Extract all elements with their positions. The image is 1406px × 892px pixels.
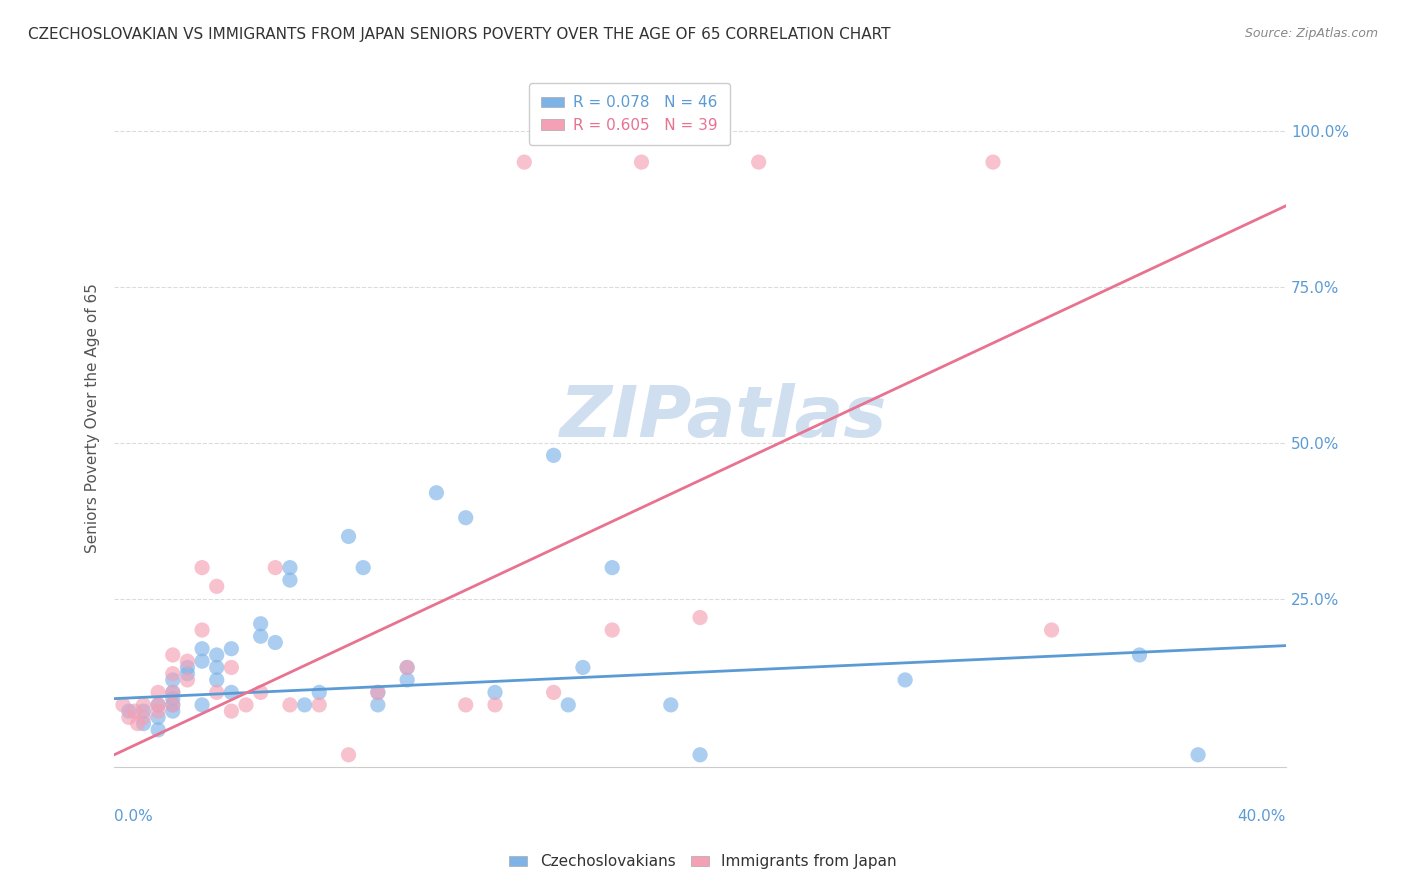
Point	[1128, 648, 1150, 662]
Point	[367, 698, 389, 712]
Point	[162, 698, 184, 712]
Point	[600, 623, 623, 637]
Point	[146, 704, 169, 718]
Point	[132, 710, 155, 724]
Point	[235, 698, 257, 712]
Text: CZECHOSLOVAKIAN VS IMMIGRANTS FROM JAPAN SENIORS POVERTY OVER THE AGE OF 65 CORR: CZECHOSLOVAKIAN VS IMMIGRANTS FROM JAPAN…	[28, 27, 890, 42]
Point	[572, 660, 595, 674]
Point	[630, 155, 652, 169]
Point	[454, 698, 477, 712]
Point	[191, 623, 214, 637]
Point	[221, 641, 243, 656]
Point	[221, 660, 243, 674]
Point	[748, 155, 770, 169]
Point	[249, 616, 271, 631]
Point	[659, 698, 682, 712]
Point	[205, 579, 228, 593]
Text: Source: ZipAtlas.com: Source: ZipAtlas.com	[1244, 27, 1378, 40]
Point	[162, 698, 184, 712]
Point	[249, 685, 271, 699]
Point	[162, 673, 184, 687]
Y-axis label: Seniors Poverty Over the Age of 65: Seniors Poverty Over the Age of 65	[86, 283, 100, 553]
Point	[205, 685, 228, 699]
Point	[484, 698, 506, 712]
Point	[278, 573, 301, 587]
Point	[337, 747, 360, 762]
Point	[205, 673, 228, 687]
Point	[278, 698, 301, 712]
Point	[205, 660, 228, 674]
Point	[557, 698, 579, 712]
Point	[176, 654, 198, 668]
Point	[396, 660, 419, 674]
Point	[132, 716, 155, 731]
Point	[484, 685, 506, 699]
Point	[111, 698, 134, 712]
Point	[146, 685, 169, 699]
Point	[337, 529, 360, 543]
Point	[191, 654, 214, 668]
Point	[162, 685, 184, 699]
Point	[162, 648, 184, 662]
Text: 40.0%: 40.0%	[1237, 809, 1286, 824]
Point	[689, 747, 711, 762]
Legend: R = 0.078   N = 46, R = 0.605   N = 39: R = 0.078 N = 46, R = 0.605 N = 39	[529, 83, 730, 145]
Point	[132, 704, 155, 718]
Point	[191, 641, 214, 656]
Point	[294, 698, 316, 712]
Point	[146, 710, 169, 724]
Point	[176, 660, 198, 674]
Point	[221, 685, 243, 699]
Point	[352, 560, 374, 574]
Point	[981, 155, 1004, 169]
Point	[308, 698, 330, 712]
Point	[221, 704, 243, 718]
Point	[543, 685, 565, 699]
Point	[396, 660, 419, 674]
Point	[1187, 747, 1209, 762]
Point	[124, 704, 146, 718]
Point	[127, 716, 149, 731]
Text: ZIPatlas: ZIPatlas	[560, 384, 887, 452]
Point	[894, 673, 917, 687]
Point	[146, 698, 169, 712]
Legend: Czechoslovakians, Immigrants from Japan: Czechoslovakians, Immigrants from Japan	[503, 848, 903, 875]
Point	[118, 704, 141, 718]
Point	[162, 666, 184, 681]
Point	[278, 560, 301, 574]
Point	[176, 666, 198, 681]
Point	[543, 448, 565, 462]
Point	[264, 635, 287, 649]
Point	[176, 673, 198, 687]
Point	[367, 685, 389, 699]
Text: 0.0%: 0.0%	[114, 809, 153, 824]
Point	[264, 560, 287, 574]
Point	[162, 691, 184, 706]
Point	[454, 510, 477, 524]
Point	[191, 560, 214, 574]
Point	[308, 685, 330, 699]
Point	[1040, 623, 1063, 637]
Point	[513, 155, 536, 169]
Point	[205, 648, 228, 662]
Point	[162, 704, 184, 718]
Point	[249, 629, 271, 643]
Point	[191, 698, 214, 712]
Point	[146, 723, 169, 737]
Point	[396, 673, 419, 687]
Point	[132, 698, 155, 712]
Point	[425, 485, 447, 500]
Point	[146, 698, 169, 712]
Point	[162, 685, 184, 699]
Point	[367, 685, 389, 699]
Point	[600, 560, 623, 574]
Point	[689, 610, 711, 624]
Point	[118, 710, 141, 724]
